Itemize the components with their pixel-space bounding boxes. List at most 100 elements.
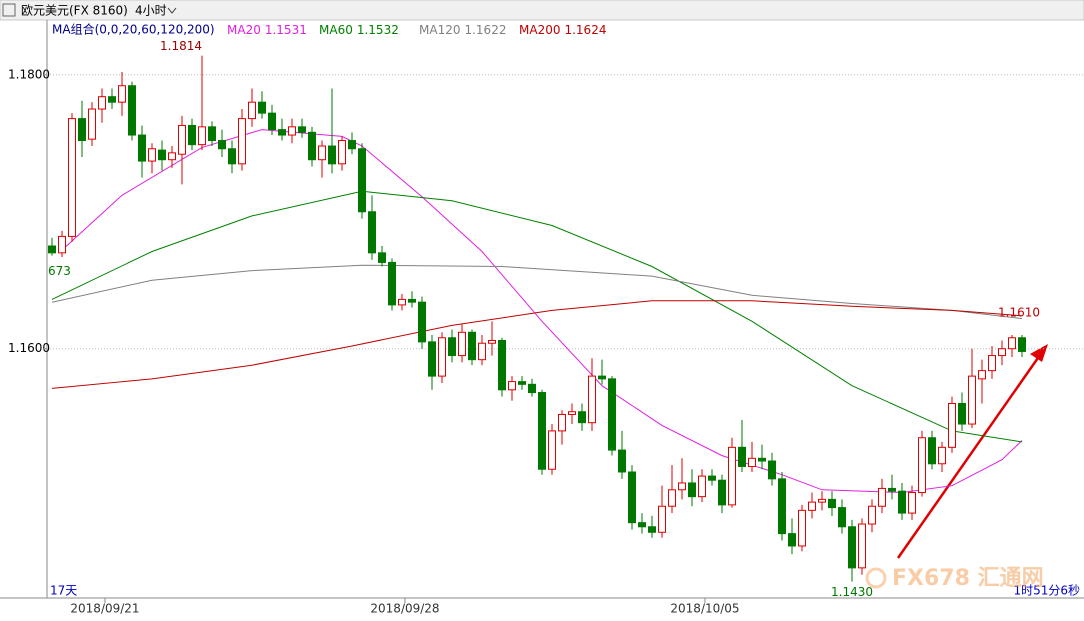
candle-body xyxy=(608,378,616,451)
candle-body xyxy=(508,381,516,391)
header-bar xyxy=(0,0,1084,21)
legend-name: MA120 xyxy=(419,23,460,37)
legend-value: 1.1622 xyxy=(464,23,506,37)
candle-body xyxy=(418,301,426,343)
candle-body xyxy=(348,140,356,150)
legend-entry: MA200 1.1624 xyxy=(519,23,606,37)
candle-body xyxy=(578,411,586,424)
candle-body xyxy=(758,457,766,462)
first-label: 673 xyxy=(48,264,71,278)
candle-body xyxy=(1018,337,1026,352)
candle-body xyxy=(228,148,236,165)
candle-body xyxy=(618,449,626,473)
candle-body xyxy=(988,355,996,372)
period[interactable]: 4小时 xyxy=(135,4,167,18)
candle-body xyxy=(598,375,606,380)
max-label: 1.1814 xyxy=(160,39,202,53)
x-tick-label: 2018/09/28 xyxy=(370,602,439,616)
dropdown-icon[interactable] xyxy=(167,7,177,14)
candle-body xyxy=(48,245,56,254)
candle-body xyxy=(628,471,636,524)
legend-entry: MA120 1.1622 xyxy=(419,23,506,37)
candle-body xyxy=(738,446,746,468)
candle-body xyxy=(168,152,176,161)
ma-line xyxy=(51,264,1023,320)
candle-body xyxy=(918,437,926,494)
candle-body xyxy=(948,403,956,448)
symbol: 欧元美元(FX 8160) xyxy=(21,4,128,18)
candle-body xyxy=(548,430,556,470)
candle-body xyxy=(888,487,896,492)
candle-body xyxy=(718,479,726,506)
candle-body xyxy=(358,148,366,213)
legend-entry: MA20 1.1531 xyxy=(227,23,307,37)
candle-body xyxy=(438,337,446,377)
arrow-head xyxy=(1030,344,1048,362)
y-tick-label: 1.1600 xyxy=(8,341,50,355)
candle-body xyxy=(708,475,716,481)
legend-value: 1.1532 xyxy=(357,23,399,37)
candle-body xyxy=(308,131,316,161)
candle-body xyxy=(788,533,796,547)
legend-value: 1.1624 xyxy=(564,23,606,37)
candle-body xyxy=(298,126,306,133)
candle-body xyxy=(958,403,966,425)
candle-body xyxy=(968,375,976,425)
candle-body xyxy=(58,235,66,254)
candle-body xyxy=(468,331,476,361)
min-label: 1.1430 xyxy=(831,585,873,599)
candle-body xyxy=(268,112,276,131)
span-label: 17天 xyxy=(50,584,77,598)
candle-body xyxy=(388,261,396,306)
candle-body xyxy=(258,101,266,114)
candle-body xyxy=(658,505,666,533)
candle-body xyxy=(518,381,526,385)
candle-body xyxy=(248,101,256,120)
candle-body xyxy=(478,342,486,361)
ma-line xyxy=(51,300,1023,389)
x-tick-label: 2018/09/21 xyxy=(70,602,139,616)
candle-body xyxy=(878,487,886,507)
candle-body xyxy=(818,498,826,503)
candle-body xyxy=(898,490,906,514)
candle-body xyxy=(148,148,156,162)
y-tick-label: 1.1800 xyxy=(8,67,50,81)
legend: MA20 1.1531 MA60 1.1532 MA120 1.1622 MA200 1.16… xyxy=(227,23,606,37)
candle-body xyxy=(768,460,776,480)
x-tick-label: 2018/10/05 xyxy=(670,602,739,616)
candle-body xyxy=(218,140,226,150)
candle-body xyxy=(178,124,186,155)
legend-title: MA组合(0,0,20,60,120,200) xyxy=(52,22,215,37)
candle-body xyxy=(338,140,346,165)
candle-body xyxy=(1008,337,1016,350)
candle-body xyxy=(368,211,376,254)
watermark-logo xyxy=(865,567,887,589)
candle-body xyxy=(588,375,596,424)
candle-body xyxy=(938,446,946,465)
legend-name: MA20 xyxy=(227,23,261,37)
candle-body xyxy=(158,149,166,161)
candle-body xyxy=(798,509,806,547)
candle-body xyxy=(378,252,386,263)
candle-body xyxy=(688,482,696,498)
candle-body xyxy=(128,85,136,136)
candle-body xyxy=(698,475,706,498)
legend-entry: MA60 1.1532 xyxy=(319,23,399,37)
candle-body xyxy=(928,437,936,465)
candle-body xyxy=(728,446,736,506)
legend-name: MA60 xyxy=(319,23,353,37)
ma-line xyxy=(51,190,1023,443)
candle-body xyxy=(908,492,916,514)
candle-body xyxy=(568,411,576,415)
candle-body xyxy=(828,498,836,509)
candle-body xyxy=(278,129,286,136)
legend-name: MA200 xyxy=(519,23,560,37)
candle-body xyxy=(998,348,1006,357)
candle-body xyxy=(318,145,326,161)
candle-body xyxy=(108,96,116,103)
arrow-line xyxy=(896,354,1042,559)
candle-body xyxy=(428,341,436,377)
countdown: 1时51分6秒 xyxy=(1013,584,1080,598)
candle-body xyxy=(238,118,246,165)
